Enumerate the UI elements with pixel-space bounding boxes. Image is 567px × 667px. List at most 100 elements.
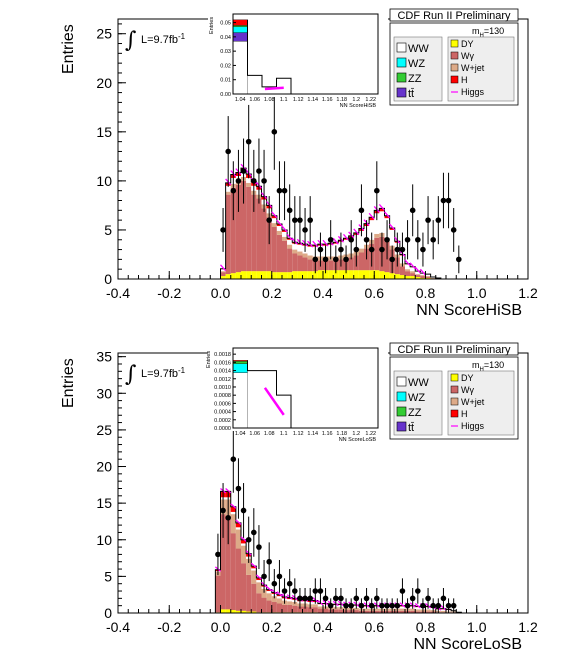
- bar-wjet: [440, 610, 446, 613]
- data-point: [297, 595, 303, 602]
- y-tick-label: 0: [104, 605, 112, 621]
- bar-wg: [292, 253, 298, 272]
- inset-x-tick-label: 1.06: [249, 431, 260, 437]
- data-point: [384, 236, 390, 243]
- bar-dy: [220, 609, 226, 613]
- legend-label-right: W+jet: [461, 63, 485, 73]
- bottom-inset-ticks: 0.0000 0.0002 0.0004 0.0006 0.0008 0.0010 0.00…: [214, 352, 376, 437]
- data-point: [415, 236, 421, 243]
- bar-wg: [415, 611, 421, 613]
- bar-wg: [246, 186, 252, 272]
- inset-x-tick-label: 1.22: [365, 431, 376, 437]
- inset-y-tick-label: 0.0012: [214, 377, 231, 383]
- bar-wg: [292, 605, 298, 613]
- bar-wjet: [374, 608, 380, 611]
- bottom-ylabel: Entries: [60, 358, 77, 408]
- data-point: [348, 236, 354, 243]
- bar-wjet: [246, 558, 252, 575]
- legend-swatch-r0: [450, 39, 459, 48]
- bar-dy: [246, 271, 252, 279]
- bar-wjet: [410, 608, 416, 611]
- inset-y-tick-label: 0.02: [220, 63, 231, 69]
- bottom-header: CDF Run II Preliminary: [397, 344, 511, 356]
- bar-dy: [266, 271, 272, 279]
- data-point: [271, 129, 278, 135]
- bar-wjet: [374, 233, 380, 238]
- top-inset-xlabel: NN ScoreHiSB: [340, 103, 377, 109]
- y-tick-label: 15: [96, 495, 112, 511]
- bar-wjet: [364, 608, 370, 611]
- data-point: [286, 207, 293, 214]
- bar-wg: [420, 276, 426, 279]
- bar-ww: [374, 213, 380, 234]
- x-tick-label: 0.8: [416, 285, 436, 301]
- data-point: [450, 227, 457, 233]
- bottom-header-box: [389, 342, 519, 356]
- data-point: [374, 187, 380, 194]
- bar-wg: [410, 610, 416, 613]
- x-tick-label: 0.8: [416, 619, 436, 635]
- bar-h: [369, 217, 375, 221]
- bar-ww: [292, 243, 298, 250]
- bar-wjet: [425, 609, 431, 612]
- data-point: [266, 558, 272, 565]
- bar-dy: [364, 270, 370, 279]
- data-point: [292, 217, 298, 223]
- inset-x-tick-label: 1.16: [322, 97, 333, 103]
- data-point: [435, 602, 442, 609]
- bar-h: [256, 577, 262, 581]
- data-point: [251, 529, 257, 536]
- bar-ww: [307, 246, 313, 256]
- bar-wg: [425, 611, 431, 613]
- bar-wg: [225, 517, 231, 610]
- bar-dy: [241, 610, 247, 613]
- bottom-legend: mH=130 WW WZ ZZ tt̄ DY Wγ W+jet H Higgs: [389, 356, 519, 440]
- bar-wg: [323, 608, 329, 613]
- bar-wg: [287, 248, 293, 273]
- bar-wg: [215, 575, 221, 613]
- legend-label-right: W+jet: [461, 397, 485, 407]
- y-tick-label: 30: [96, 385, 112, 401]
- bar-ww: [225, 185, 231, 192]
- inset-x-tick-label: 1.2: [352, 97, 360, 103]
- bar-wjet: [287, 244, 293, 249]
- data-point: [374, 595, 380, 602]
- bar-wg: [271, 227, 277, 273]
- bar-h: [379, 208, 385, 212]
- bar-wg: [399, 266, 405, 276]
- data-point: [266, 217, 272, 223]
- bar-dy: [220, 276, 226, 279]
- legend-swatch-r0: [450, 373, 459, 382]
- data-point: [215, 551, 221, 558]
- inset-x-tick-label: 1.22: [365, 97, 376, 103]
- legend-label-left: tt̄: [408, 88, 414, 100]
- bottom-inset-xlabel: NN ScoreLoSB: [339, 437, 377, 443]
- data-point: [327, 602, 334, 609]
- bar-ww: [287, 239, 293, 245]
- data-point: [348, 602, 354, 609]
- top-header-box: [389, 8, 519, 22]
- data-point: [220, 227, 226, 233]
- top-inset-ylabel: Entries: [209, 17, 215, 34]
- data-point: [281, 187, 288, 194]
- inset-y-tick-label: 0.0014: [214, 369, 231, 375]
- bar-wjet: [292, 602, 298, 606]
- bar-dy: [399, 275, 405, 279]
- inset-y-tick-label: 0.05: [220, 21, 231, 27]
- x-tick-label: 1.0: [467, 619, 487, 635]
- inset-higgs: [264, 86, 284, 91]
- data-point: [322, 595, 329, 602]
- y-tick-label: 35: [96, 349, 112, 365]
- data-point: [327, 236, 334, 243]
- data-point: [333, 595, 339, 602]
- legend-label-left: ZZ: [408, 407, 422, 419]
- bar-h: [287, 238, 293, 240]
- y-tick-label: 0: [104, 271, 112, 287]
- bar-wg: [246, 574, 252, 612]
- y-tick-label: 5: [104, 222, 112, 238]
- bar-wg: [374, 610, 380, 613]
- bar-wg: [415, 275, 421, 278]
- x-tick-label: 0.0: [211, 619, 231, 635]
- bar-h: [384, 215, 390, 219]
- bar-dy: [261, 271, 267, 279]
